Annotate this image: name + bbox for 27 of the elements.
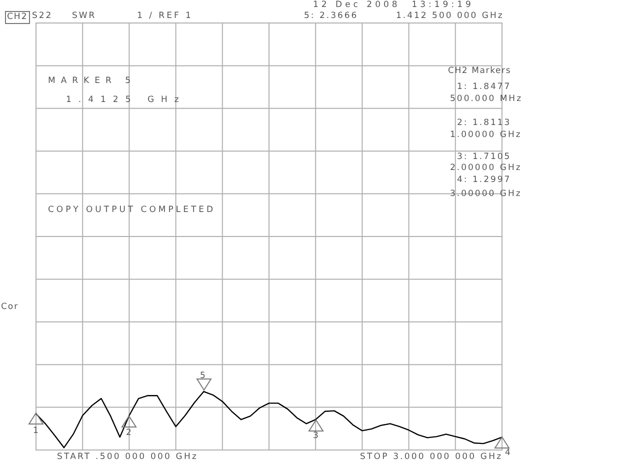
text: COPY OUTPUT COMPLETED	[48, 205, 216, 216]
annotation: 1	[33, 426, 38, 437]
text: 3: 1.7105	[457, 152, 512, 163]
text: START .500 000 000 GHz	[57, 452, 198, 463]
text: 500.000 MHz	[450, 94, 523, 105]
text: 5: 2.3666	[304, 11, 358, 22]
text: 2.00000 GHz	[450, 163, 522, 174]
text: MARKER 5	[48, 76, 136, 87]
text: SWR	[72, 11, 96, 22]
text: STOP 3.000 000 000 GHz	[360, 452, 503, 463]
text: 1: 1.8477	[457, 82, 512, 93]
annotation: 3	[313, 431, 318, 442]
text: 12 Dec 2008 13:19:19	[313, 0, 474, 11]
text: 1.412 500 000 GHz	[396, 11, 504, 22]
text: 1.00000 GHz	[450, 130, 522, 141]
text: 3.00000 GHz	[450, 189, 522, 200]
annotation: 2	[126, 428, 132, 439]
text: 1.4125 GHz	[66, 95, 186, 106]
text: 4	[505, 448, 510, 459]
text: 5	[200, 371, 206, 382]
text: CH2	[5, 11, 30, 24]
text: S22	[32, 11, 53, 22]
text: 2: 1.8113	[457, 118, 512, 129]
text: CH2 Markers	[448, 66, 512, 77]
text: 1 / REF 1	[137, 11, 193, 22]
text: Cor	[1, 302, 19, 313]
text: 4: 1.2997	[457, 175, 512, 186]
